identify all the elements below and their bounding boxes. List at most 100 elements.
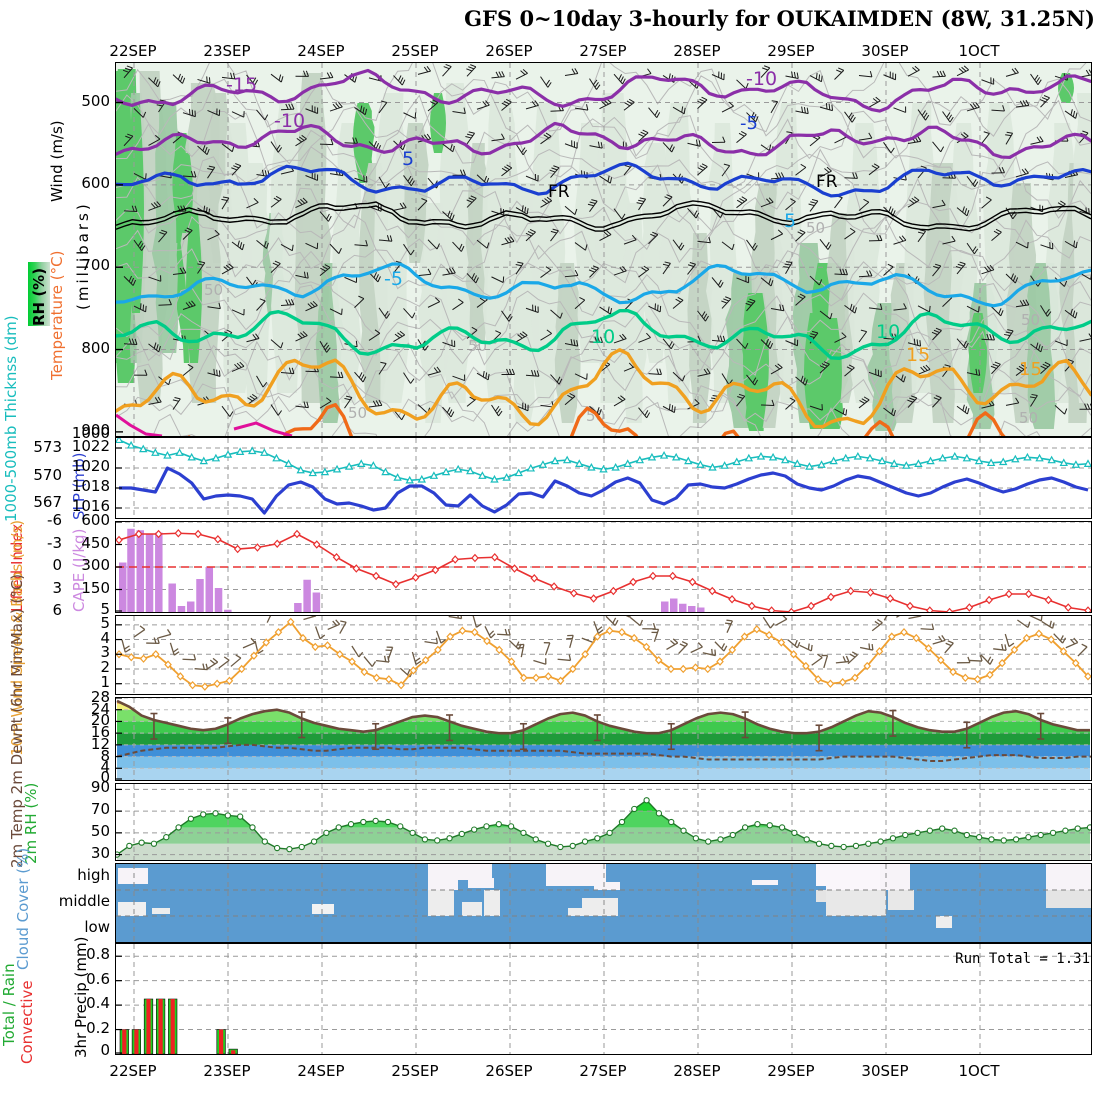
axis-tick: 0.4: [86, 994, 110, 1013]
axis-tick: 1020: [71, 457, 110, 475]
axis-tick: 150: [81, 578, 110, 597]
date-label-top: 30SEP: [861, 42, 909, 60]
axis-tick: 3: [100, 643, 110, 662]
axis-tick: 1018: [71, 477, 110, 495]
cloudcover-panel: [115, 863, 1092, 943]
axis-tick: 2: [100, 657, 110, 676]
axis-tick: 0: [100, 768, 110, 786]
rh-legend-swatch: [28, 262, 50, 326]
axis-tick: 30: [90, 843, 110, 862]
precip-run-total: Run Total = 1.31: [955, 951, 1090, 967]
page-title: GFS 0~10day 3-hourly for OUKAIMDEN (8W, …: [464, 6, 1095, 31]
axis-tick: 50: [90, 821, 110, 840]
date-label-top: 29SEP: [767, 42, 815, 60]
thickness-label: 1000-500mb Thicknss (dm): [2, 315, 20, 522]
axis-tick: 4: [100, 628, 110, 647]
axis-tick: 20: [90, 711, 110, 730]
svg-text:5: 5: [784, 210, 796, 232]
wind10m-panel: [115, 615, 1092, 695]
date-label-top: 22SEP: [109, 42, 157, 60]
axis-tick: -6: [47, 511, 62, 529]
date-label-bottom: 29SEP: [767, 1062, 815, 1080]
rh2m-panel: [115, 783, 1092, 861]
axis-tick: 8: [100, 746, 110, 765]
axis-tick: 0: [100, 1041, 110, 1059]
axis-tick: 800: [81, 338, 110, 357]
date-label-bottom: 24SEP: [297, 1062, 345, 1080]
date-label-bottom: 30SEP: [861, 1062, 909, 1080]
svg-text:-15: -15: [226, 74, 257, 96]
svg-text:10: 10: [876, 321, 900, 343]
axis-tick: 24: [90, 699, 110, 718]
precip-panel: [115, 943, 1092, 1055]
upper-rh-label: RH (%): [30, 267, 48, 326]
precip-total-label: Total / Rain: [0, 963, 18, 1046]
cloud-row-high: high: [77, 866, 110, 884]
date-label-top: 24SEP: [297, 42, 345, 60]
axis-tick: -3: [47, 533, 62, 552]
svg-text:10: 10: [591, 326, 615, 348]
axis-tick: 600: [81, 511, 110, 529]
svg-text:-5: -5: [740, 113, 758, 134]
date-label-bottom: 28SEP: [673, 1062, 721, 1080]
axis-tick: 567: [33, 493, 62, 512]
svg-text:50: 50: [348, 404, 367, 422]
axis-tick: 1: [100, 672, 110, 691]
precip-convective-label: Convective: [18, 980, 36, 1064]
date-label-top: 28SEP: [673, 42, 721, 60]
svg-text:-5: -5: [384, 268, 403, 290]
date-label-bottom: 25SEP: [391, 1062, 439, 1080]
axis-tick: 600: [81, 173, 110, 192]
axis-tick: 4: [100, 758, 110, 777]
axis-tick: 5: [100, 600, 110, 619]
axis-tick: 0.6: [86, 969, 110, 988]
svg-text:15: 15: [1019, 359, 1042, 380]
date-label-bottom: 27SEP: [579, 1062, 627, 1080]
axis-tick: 1000: [71, 424, 110, 442]
axis-tick: 3: [52, 578, 62, 597]
cape-li-panel: [115, 521, 1092, 613]
svg-text:-10: -10: [746, 68, 777, 90]
date-label-top: 1OCT: [958, 42, 1000, 60]
svg-text:5: 5: [402, 148, 414, 170]
date-label-bottom: 1OCT: [958, 1062, 1000, 1080]
axis-tick: 573: [33, 438, 62, 457]
svg-text:50: 50: [806, 219, 825, 237]
axis-tick: 570: [33, 465, 62, 484]
date-label-top: 26SEP: [485, 42, 533, 60]
axis-tick: 1022: [71, 437, 110, 455]
svg-text:15: 15: [906, 344, 930, 366]
axis-tick: 28: [90, 688, 110, 706]
axis-tick: 12: [90, 734, 110, 753]
svg-text:-10: -10: [274, 110, 305, 132]
date-label-top: 25SEP: [391, 42, 439, 60]
axis-tick: 450: [81, 533, 110, 552]
axis-tick: 6: [52, 601, 62, 619]
svg-text:50: 50: [1021, 311, 1040, 329]
date-label-top: 23SEP: [203, 42, 251, 60]
date-label-bottom: 26SEP: [485, 1062, 533, 1080]
axis-tick: 5: [100, 613, 110, 632]
axis-tick: 1016: [71, 497, 110, 515]
svg-text:FR: FR: [816, 172, 838, 192]
axis-tick: 300: [81, 556, 110, 574]
axis-tick: 90: [90, 778, 110, 797]
svg-text:50: 50: [204, 281, 223, 299]
axis-tick: 0.8: [86, 945, 110, 964]
axis-tick: 500: [81, 91, 110, 110]
axis-tick: 0: [52, 556, 62, 574]
axis-tick: 900: [81, 420, 110, 439]
upper-air-panel: 50 50 50 50 50 50 50 -15 -10 -10 -5 5 5 -5 10 10 15 15 FR F…: [115, 62, 1092, 437]
svg-text:50: 50: [1019, 409, 1038, 427]
date-label-bottom: 22SEP: [109, 1062, 157, 1080]
slp-thickness-panel: [115, 437, 1092, 519]
axis-tick: 0.2: [86, 1018, 110, 1037]
upper-axis-label: (millibars): [74, 201, 92, 310]
temp2m-panel: [115, 697, 1092, 781]
cloud-row-low: low: [84, 918, 110, 936]
axis-tick: 16: [90, 723, 110, 742]
axis-tick: 700: [81, 256, 110, 275]
svg-text:FR: FR: [548, 182, 570, 202]
date-label-bottom: 23SEP: [203, 1062, 251, 1080]
